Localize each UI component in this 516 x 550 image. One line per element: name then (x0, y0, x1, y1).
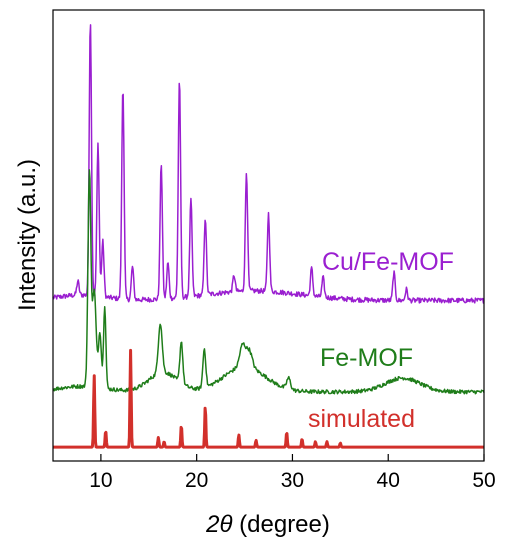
series-labels: Cu/Fe-MOF Fe-MOF simulated (308, 248, 454, 433)
series-line-fe-mof (52, 169, 485, 395)
x-tick-label: 40 (377, 469, 400, 492)
series-label: simulated (308, 405, 415, 433)
x-axis-label: 2θ (degree) (205, 511, 330, 538)
series-layer (52, 24, 485, 449)
x-tick-label: 10 (89, 469, 112, 492)
x-axis-ticks: 10 20 30 40 50 (89, 454, 496, 492)
y-axis-label: Intensity (a.u.) (14, 159, 41, 311)
series-line-simulated (52, 348, 485, 449)
series-label: Fe-MOF (320, 344, 413, 372)
x-tick-label: 50 (472, 469, 495, 492)
series-line-cu-fe-mof (52, 24, 485, 304)
x-tick-label: 20 (185, 469, 208, 492)
x-tick-label: 30 (281, 469, 304, 492)
x-axis-label-symbol: 2θ (205, 511, 232, 538)
x-axis-label-unit: (degree) (232, 511, 329, 538)
series-label: Cu/Fe-MOF (322, 248, 454, 276)
plot-frame (52, 9, 485, 462)
